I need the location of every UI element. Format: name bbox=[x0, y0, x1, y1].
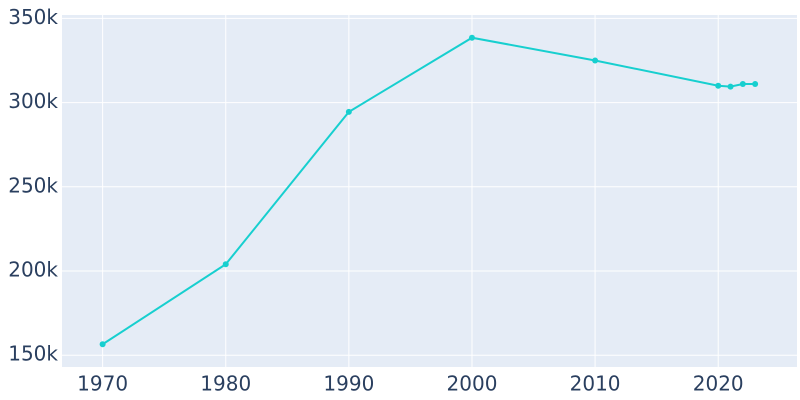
y-tick-label: 150k bbox=[8, 342, 58, 366]
y-tick-label: 300k bbox=[8, 89, 58, 113]
x-tick-label: 2010 bbox=[570, 372, 621, 396]
x-tick-label: 1970 bbox=[77, 372, 128, 396]
y-tick-label: 250k bbox=[8, 173, 58, 197]
plot-area bbox=[62, 15, 797, 367]
x-tick-label: 1980 bbox=[200, 372, 251, 396]
x-tick-label: 2000 bbox=[447, 372, 498, 396]
marker bbox=[727, 83, 734, 90]
marker bbox=[752, 81, 759, 88]
marker bbox=[739, 81, 746, 88]
marker bbox=[345, 108, 352, 115]
marker bbox=[715, 82, 722, 89]
y-tick-label: 200k bbox=[8, 258, 58, 282]
marker bbox=[592, 57, 599, 64]
x-tick-label: 2020 bbox=[693, 372, 744, 396]
marker bbox=[222, 261, 229, 268]
y-tick-label: 350k bbox=[8, 5, 58, 29]
x-tick-label: 1990 bbox=[323, 372, 374, 396]
marker bbox=[99, 341, 106, 348]
marker bbox=[468, 34, 475, 41]
